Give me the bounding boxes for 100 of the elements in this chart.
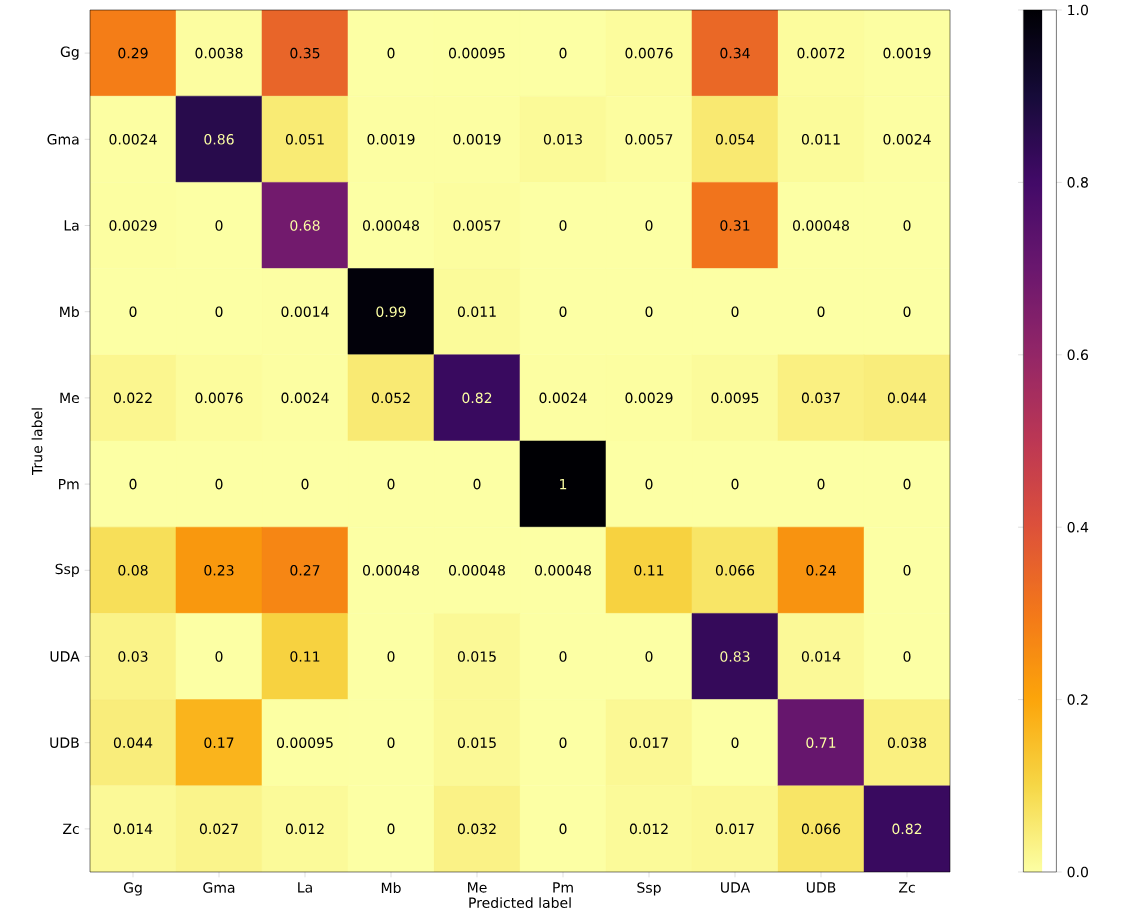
data-label: 0 [903,306,911,317]
data-label: 0.0076 [195,392,243,404]
data-label: 0.0057 [625,134,673,145]
y-tick-label: UDB [50,737,79,748]
color-bar-label: 0.4 [1067,521,1089,533]
data-label: 0 [215,220,223,231]
data-label: 0.82 [462,392,492,404]
data-label: 0.00095 [448,47,505,59]
x-tick-label: Gma [203,882,235,893]
data-label: 0.11 [634,565,664,576]
data-label: 0.013 [543,134,582,145]
x-axis-title: Predicted label [469,897,571,908]
data-label: 0 [215,478,223,490]
data-label: 0.032 [457,823,496,835]
data-label: 0.0014 [281,306,329,317]
data-label: 0 [645,220,653,231]
y-tick-label: Pm [59,479,79,490]
y-tick-label: UDA [50,651,80,662]
data-label: 0.0024 [281,392,329,404]
data-label: 0.066 [715,565,755,576]
data-label: 0.86 [204,134,234,145]
data-label: 0 [645,306,653,317]
data-label: 0.0076 [625,47,673,59]
data-label: 0.017 [629,737,668,748]
data-label: 0.23 [204,565,234,576]
data-label: 0.00095 [276,737,333,748]
data-label: 0.011 [457,306,496,317]
data-label: 0.00048 [792,220,849,231]
data-label: 0 [387,737,395,748]
y-tick-label: Zc [63,823,79,835]
x-tick-label: Zc [898,882,915,893]
data-label: 0.27 [290,565,320,576]
data-label: 0.99 [376,306,406,317]
data-label: 0.066 [801,823,841,835]
data-label: 0.0024 [883,134,931,145]
data-label: 0 [903,220,911,231]
data-label: 0 [387,47,395,59]
data-label: 0 [129,306,137,317]
data-label: 0.34 [720,47,750,59]
data-label: 0.31 [720,220,750,231]
data-label: 0.08 [118,565,148,576]
data-label: 0.017 [715,823,754,835]
data-label: 0 [387,651,395,662]
y-tick-label: Gg [60,46,79,60]
data-label: 0 [559,737,567,748]
data-label: 0.0038 [195,47,243,59]
data-label: 0 [731,306,739,317]
data-label: 0 [645,651,653,662]
data-label: 0.0029 [625,392,673,404]
data-label: 0.015 [457,737,496,748]
data-label: 0.35 [290,47,320,59]
data-label: 0.00048 [362,565,419,576]
data-label: 0.71 [806,737,836,748]
data-label: 0.0095 [711,392,759,404]
data-label: 0.00048 [448,565,505,576]
data-label: 0 [559,651,567,662]
data-label: 0.17 [204,737,234,748]
data-label: 0 [903,478,911,490]
data-label: 1 [560,479,567,490]
data-label: 0 [817,306,825,317]
data-label: 0 [129,478,137,490]
x-tick-label: UDB [806,882,836,893]
y-tick-label: La [64,220,79,231]
data-label: 0.012 [285,823,324,835]
data-label: 0.29 [118,47,148,59]
x-tick-label: Me [468,882,487,893]
data-label: 0.012 [629,823,668,835]
data-label: 0.0072 [797,47,845,59]
y-tick-label: Mb [60,306,79,318]
data-label: 0.038 [887,737,927,748]
data-label: 0.0024 [109,134,157,145]
data-label: 0 [645,478,653,490]
data-label: 0.044 [887,392,927,404]
data-label: 0.014 [801,651,841,662]
data-label: 0 [473,478,481,490]
data-label: 0.0024 [539,392,587,404]
color-bar-label: 0.8 [1067,177,1088,188]
data-label: 0.052 [371,392,410,404]
data-label: 0 [387,823,395,835]
data-label: 0 [387,478,395,490]
data-label: 0 [301,478,309,490]
data-label: 0.011 [801,134,840,145]
data-label: 0 [731,478,739,490]
data-label: 0 [215,306,223,317]
color-bar-label: 0.0 [1067,866,1088,878]
data-label: 0 [559,306,567,317]
data-label: 0.0019 [453,134,501,145]
data-label: 0.027 [199,823,238,835]
data-label: 0.022 [113,392,152,404]
data-label: 0.015 [457,651,496,662]
color-bar-label: 0.2 [1067,694,1088,705]
data-label: 0.051 [285,134,324,145]
data-label: 0.68 [290,220,320,231]
data-label: 0.0029 [109,220,157,231]
color-bar-label: 1.0 [1068,4,1088,16]
x-tick-label: Mb [381,882,401,894]
data-label: 0.054 [715,134,755,145]
data-label: 0.014 [113,823,153,835]
y-axis-title: True label [31,408,43,476]
data-label: 0 [559,220,567,231]
